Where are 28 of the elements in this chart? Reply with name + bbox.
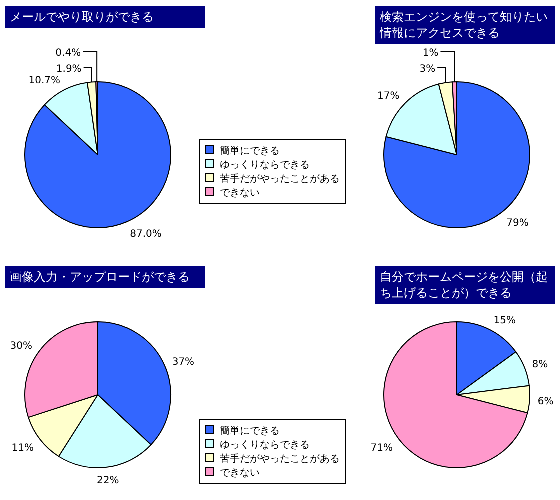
legend-label: 簡単にできる	[220, 145, 280, 157]
chart-title: 画像入力・アップロードができる	[10, 270, 190, 284]
chart-title: 自分でホームページを公開（起ち上げることが）できる	[380, 270, 548, 300]
data-label: 87.0%	[130, 229, 162, 240]
data-label: 11%	[12, 443, 34, 454]
legend-label: 苦手だがやったことがある	[220, 453, 340, 465]
legend-label: 苦手だがやったことがある	[220, 173, 340, 185]
data-label: 1.9%	[56, 64, 82, 75]
data-label: 30%	[10, 341, 32, 352]
data-label: 17%	[377, 90, 400, 102]
legend-label: できない	[220, 188, 260, 199]
data-label: 15%	[494, 315, 516, 326]
data-label: 8%	[532, 360, 548, 371]
data-label: 79%	[506, 218, 529, 230]
legend-label: ゆっくりならできる	[220, 440, 310, 451]
data-label: 22%	[97, 475, 120, 486]
data-label: 0.4%	[56, 48, 82, 59]
chart-title: 検索エンジンを使って知りたい情報にアクセスできる	[379, 10, 548, 40]
data-label: 71%	[370, 443, 393, 454]
data-label: 6%	[538, 396, 554, 408]
data-label: 1%	[422, 48, 439, 59]
data-label: 37%	[172, 357, 195, 368]
chart-title: メールでやり取りができる	[10, 10, 154, 24]
legend-label: 簡単にできる	[220, 425, 280, 437]
data-label: 10.7%	[28, 76, 61, 87]
legend-label: ゆっくりならできる	[220, 160, 310, 171]
legend-label: できない	[220, 468, 260, 479]
data-label: 3%	[420, 64, 436, 75]
